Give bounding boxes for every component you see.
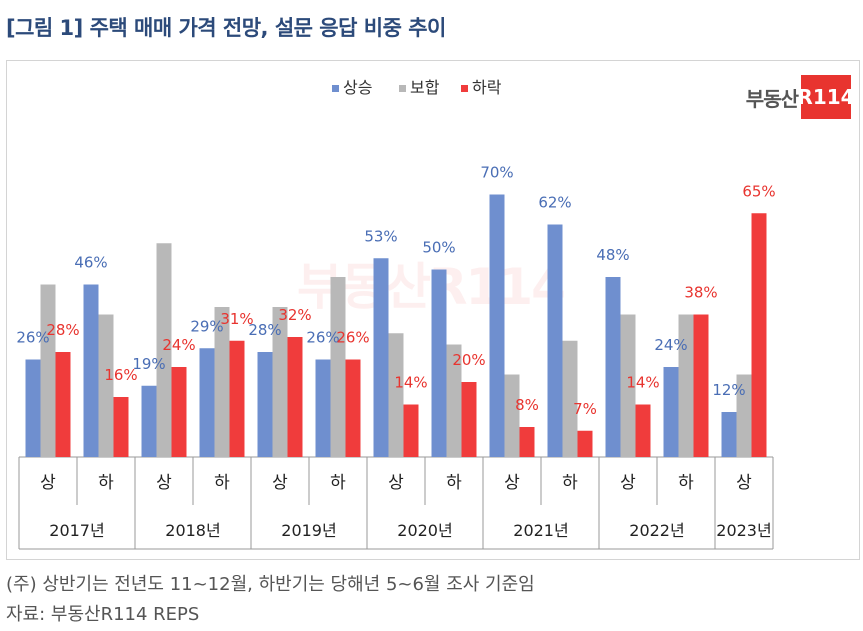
bar-하락-8 <box>519 427 535 457</box>
bar-보합-7 <box>446 344 462 457</box>
year-label: 2017년 <box>49 521 104 540</box>
bar-보합-10 <box>620 314 636 457</box>
bar-상승-2 <box>141 385 157 457</box>
category-label: 하 <box>562 473 578 493</box>
bar-보합-4 <box>272 307 288 457</box>
bar-상승-7 <box>431 269 447 457</box>
figure-title: [그림 1] 주택 매매 가격 전망, 설문 응답 비중 추이 <box>6 16 446 40</box>
footnote: (주) 상반기는 전년도 11~12월, 하반기는 당해년 5~6월 조사 기준… <box>6 574 535 595</box>
bar-보합-1 <box>98 314 114 457</box>
bar-chart: 상승 보합 하락26%28%상46%16%하19%24%상29%31%하28%32%… <box>16 78 776 550</box>
bar-하락-1 <box>113 397 129 457</box>
bar-상승-5 <box>315 359 331 457</box>
data-label-하락: 14% <box>394 374 427 392</box>
category-label: 상 <box>40 473 56 493</box>
category-label: 상 <box>504 473 520 493</box>
data-label-상승: 19% <box>132 355 165 373</box>
bar-하락-7 <box>461 382 477 457</box>
year-label: 2020년 <box>397 521 452 540</box>
brand-text: 부동산 <box>745 86 799 111</box>
legend-swatch-1 <box>399 85 406 92</box>
bar-보합-8 <box>504 374 520 457</box>
data-label-하락: 14% <box>626 374 659 392</box>
data-label-상승: 12% <box>712 381 745 399</box>
legend-label-2: 하락 <box>472 78 502 97</box>
bar-하락-5 <box>345 359 361 457</box>
data-label-상승: 24% <box>654 336 687 354</box>
data-label-하락: 16% <box>104 366 137 384</box>
data-label-하락: 28% <box>46 321 79 339</box>
bar-하락-0 <box>55 352 71 457</box>
legend-label-0: 상승 <box>343 78 372 97</box>
data-label-하락: 65% <box>742 182 775 200</box>
data-label-상승: 50% <box>422 239 455 257</box>
bar-상승-1 <box>83 284 99 457</box>
bar-하락-3 <box>229 340 245 457</box>
bar-상승-6 <box>373 258 389 457</box>
year-label: 2023년 <box>716 521 771 540</box>
category-label: 상 <box>736 473 752 493</box>
bar-하락-6 <box>403 404 419 457</box>
bar-하락-10 <box>635 404 651 457</box>
bar-하락-11 <box>693 314 709 457</box>
bar-상승-12 <box>721 412 737 457</box>
category-label: 상 <box>620 473 636 493</box>
bar-하락-2 <box>171 367 187 457</box>
year-label: 2022년 <box>629 521 684 540</box>
year-label: 2019년 <box>281 521 336 540</box>
category-label: 하 <box>446 473 462 493</box>
bar-보합-5 <box>330 277 346 457</box>
bar-상승-0 <box>25 359 41 457</box>
category-label: 하 <box>214 473 230 493</box>
brand-logo: 부동산 R114 <box>745 75 855 119</box>
category-label: 상 <box>272 473 288 493</box>
bar-하락-12 <box>751 213 767 457</box>
bar-하락-4 <box>287 337 303 457</box>
data-label-상승: 70% <box>480 164 513 182</box>
bar-상승-3 <box>199 348 215 457</box>
year-label: 2021년 <box>513 521 568 540</box>
bar-보합-3 <box>214 307 230 457</box>
category-label: 하 <box>678 473 694 493</box>
data-label-하락: 24% <box>162 336 195 354</box>
brand-box: R114 <box>797 75 855 119</box>
legend-swatch-2 <box>461 85 468 92</box>
bar-보합-11 <box>678 314 694 457</box>
bar-상승-11 <box>663 367 679 457</box>
source-note: 자료: 부동산R114 REPS <box>6 604 200 625</box>
data-label-상승: 48% <box>596 246 629 264</box>
category-label: 상 <box>388 473 404 493</box>
data-label-하락: 7% <box>573 400 597 418</box>
data-label-상승: 46% <box>74 254 107 272</box>
data-label-하락: 26% <box>336 329 369 347</box>
bar-상승-8 <box>489 194 505 457</box>
bar-상승-4 <box>257 352 273 457</box>
data-label-하락: 38% <box>684 284 717 302</box>
bar-보합-12 <box>736 374 752 457</box>
bar-보합-9 <box>562 340 578 457</box>
year-label: 2018년 <box>165 521 220 540</box>
data-label-상승: 28% <box>248 321 281 339</box>
bar-상승-10 <box>605 277 621 457</box>
data-label-상승: 53% <box>364 227 397 245</box>
data-label-상승: 62% <box>538 194 571 212</box>
bar-상승-9 <box>547 224 563 457</box>
legend-swatch-0 <box>332 85 339 92</box>
data-label-상승: 29% <box>190 317 223 335</box>
data-label-하락: 32% <box>278 306 311 324</box>
category-label: 하 <box>98 473 114 493</box>
chart-area: 부동산R114 부동산 R114 상승 보합 하락 26% 28% 상 46% 16% 하 19%… <box>6 60 860 560</box>
bar-보합-0 <box>40 284 56 457</box>
data-label-하락: 20% <box>452 351 485 369</box>
bar-보합-6 <box>388 333 404 457</box>
category-label: 하 <box>330 473 346 493</box>
data-label-하락: 8% <box>515 396 539 414</box>
category-label: 상 <box>156 473 172 493</box>
data-label-상승: 26% <box>16 329 49 347</box>
bar-보합-2 <box>156 243 172 457</box>
legend-label-1: 보합 <box>410 78 440 97</box>
data-label-상승: 26% <box>306 329 339 347</box>
data-label-하락: 31% <box>220 310 253 328</box>
bar-하락-9 <box>577 430 593 457</box>
